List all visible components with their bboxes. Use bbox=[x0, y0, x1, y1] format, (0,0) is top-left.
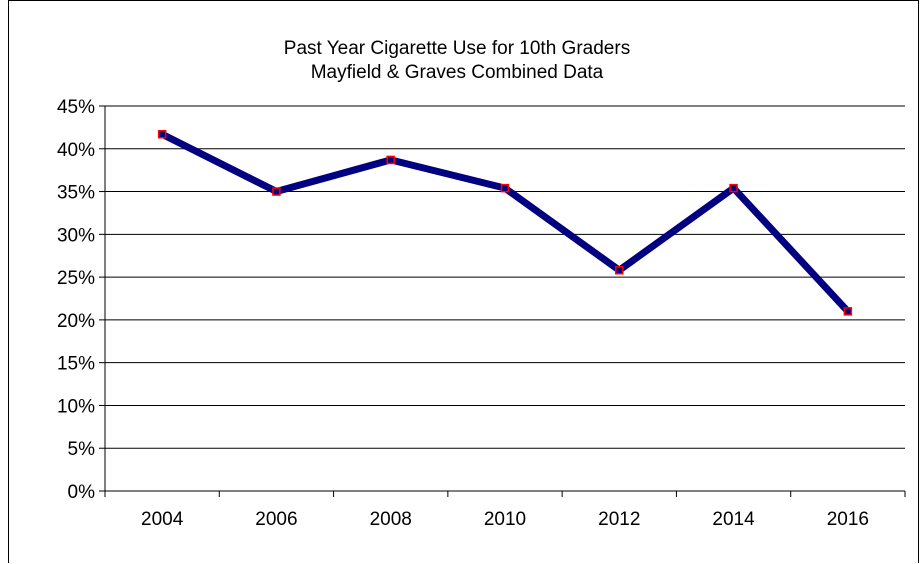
y-tick-label: 45% bbox=[57, 97, 95, 118]
y-tick-label: 30% bbox=[57, 225, 95, 246]
data-point bbox=[843, 307, 853, 316]
y-tick-label: 15% bbox=[57, 354, 95, 375]
x-tick-label: 2008 bbox=[370, 509, 412, 530]
chart-area: Past Year Cigarette Use for 10th Graders… bbox=[8, 0, 919, 563]
axes bbox=[99, 105, 906, 497]
gridlines bbox=[105, 105, 905, 449]
y-tick-label: 5% bbox=[68, 439, 96, 460]
x-tick-label: 2004 bbox=[141, 509, 184, 530]
x-tick-label: 2010 bbox=[484, 509, 526, 530]
x-axis-tick-labels: 2004 2006 2008 2010 2012 2014 2016 bbox=[141, 509, 869, 530]
x-tick-label: 2006 bbox=[255, 509, 297, 530]
y-tick-label: 10% bbox=[57, 396, 95, 417]
series-line-path bbox=[158, 130, 852, 315]
data-point bbox=[500, 183, 510, 193]
line-chart: Past Year Cigarette Use for 10th Graders… bbox=[57, 38, 906, 530]
y-tick-label: 20% bbox=[57, 311, 95, 332]
data-point bbox=[729, 183, 738, 193]
data-point bbox=[615, 266, 624, 275]
x-tick-label: 2016 bbox=[827, 509, 869, 530]
y-axis-tick-labels: 0% 5% 10% 15% 20% 25% 30% 35% 40% 45% bbox=[57, 97, 95, 503]
x-tick-label: 2012 bbox=[598, 509, 640, 530]
y-tick-label: 35% bbox=[57, 183, 95, 204]
series-markers bbox=[157, 129, 853, 316]
y-tick-label: 25% bbox=[57, 268, 95, 289]
chart-title: Past Year Cigarette Use for 10th Graders bbox=[284, 38, 630, 59]
x-tick-label: 2014 bbox=[712, 509, 755, 530]
data-point bbox=[386, 155, 395, 165]
series-line bbox=[158, 130, 852, 315]
data-point bbox=[157, 129, 167, 139]
chart-subtitle: Mayfield & Graves Combined Data bbox=[311, 62, 604, 83]
y-tick-label: 0% bbox=[68, 482, 96, 503]
y-tick-label: 40% bbox=[57, 140, 95, 161]
data-point bbox=[272, 187, 281, 196]
